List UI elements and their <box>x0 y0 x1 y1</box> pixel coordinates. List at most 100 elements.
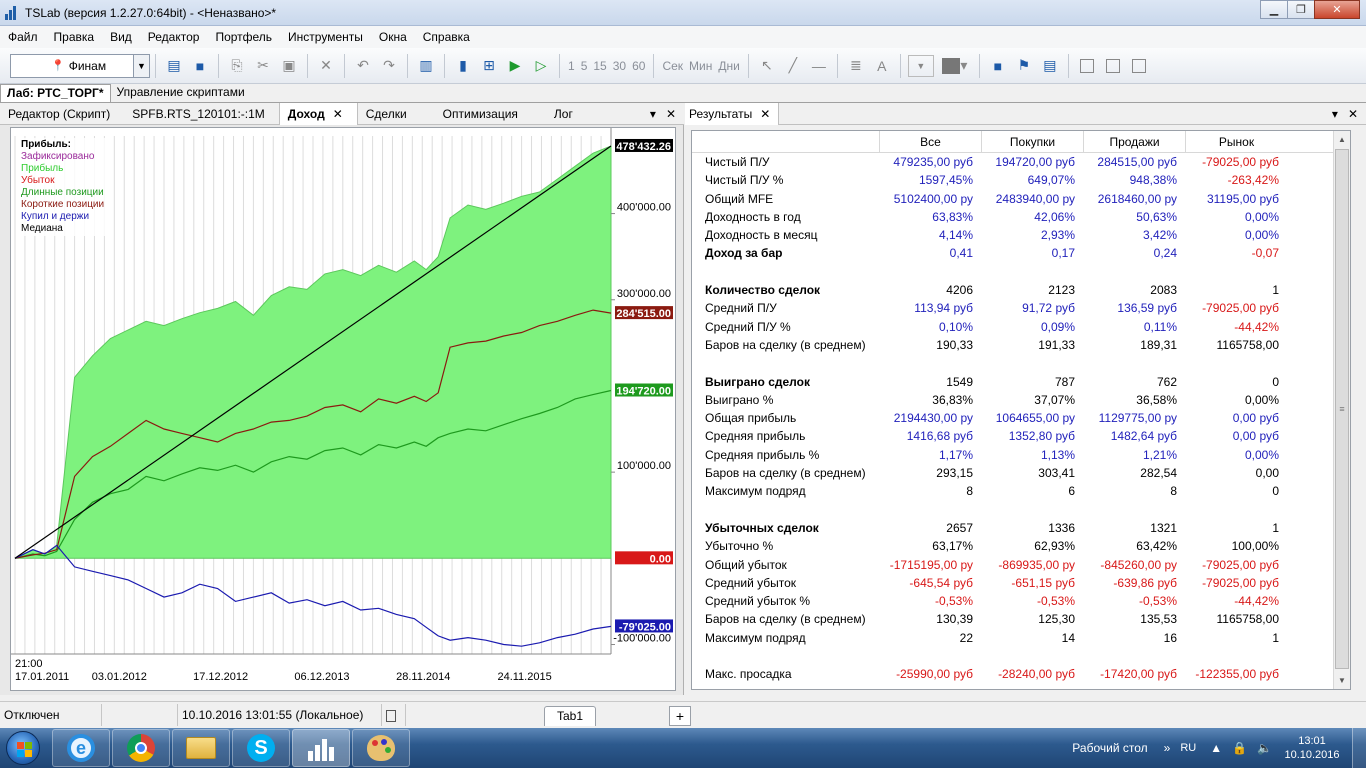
close-icon[interactable]: ✕ <box>1347 107 1358 121</box>
table-cell: -122355,00 руб <box>1195 667 1279 682</box>
tab-instrument[interactable]: SPFB.RTS_120101:-:1M <box>124 103 279 125</box>
legend-item[interactable]: Прибыль <box>21 163 64 174</box>
taskbar-explorer[interactable] <box>172 729 230 767</box>
menu-item-0[interactable]: Файл <box>8 30 38 44</box>
menu-item-5[interactable]: Инструменты <box>288 30 363 44</box>
tab-lab[interactable]: Лаб: РТС_ТОРГ* <box>0 84 111 102</box>
equity-chart[interactable]: -100'000.00 100'000.00 300'000.00 400'000.0… <box>10 127 676 691</box>
cursor-icon[interactable]: ↖ <box>760 57 773 73</box>
scroll-thumb[interactable]: ≡ <box>1335 149 1349 669</box>
close-window-button[interactable]: ✕ <box>1314 0 1360 19</box>
style-dropdown[interactable]: ▼ <box>907 54 934 77</box>
legend-item[interactable]: Убыток <box>21 175 55 186</box>
taskbar-tslab[interactable] <box>292 729 350 767</box>
tab-tab1[interactable]: Tab1 <box>544 706 596 726</box>
menu-item-6[interactable]: Окна <box>378 30 407 44</box>
taskbar-ie[interactable]: e <box>52 729 110 767</box>
speaker-icon[interactable]: 🔈 <box>1257 741 1272 755</box>
delete-icon[interactable]: ✕ <box>320 57 332 73</box>
fibonacci-icon[interactable]: ≣ <box>849 57 862 73</box>
legend-item[interactable]: Медиана <box>21 223 63 234</box>
step-run-icon[interactable]: ▷ <box>535 57 547 73</box>
provider-dropdown[interactable]: 📍 Финам ▼ <box>10 53 150 78</box>
tab-income[interactable]: Доход ✕ <box>278 102 358 125</box>
tab-script-management[interactable]: Управление скриптами <box>116 85 245 99</box>
taskbar-skype[interactable]: S <box>232 729 290 767</box>
copy-icon[interactable]: ⎘ <box>231 57 243 73</box>
lock-icon[interactable]: 🔒 <box>1232 741 1248 755</box>
chart-icon[interactable]: ▮ <box>459 57 467 73</box>
column-header[interactable]: Продажи <box>1083 131 1185 152</box>
language-indicator[interactable]: RU <box>1180 742 1197 754</box>
legend-item[interactable]: Длинные позиции <box>21 187 104 198</box>
menu-item-2[interactable]: Вид <box>110 30 132 44</box>
clock[interactable]: 13:01 10.10.2016 <box>1282 734 1342 762</box>
layout-reset-icon[interactable] <box>1128 55 1150 77</box>
trend-line-icon[interactable]: ╱ <box>788 57 798 73</box>
tab-log[interactable]: Лог <box>546 103 587 125</box>
table-cell: -263,42% <box>1227 173 1279 188</box>
taskbar-paint[interactable] <box>352 729 410 767</box>
menu-item-7[interactable]: Справка <box>422 30 470 44</box>
flag-icon[interactable]: ⚑ <box>1017 57 1031 73</box>
run-icon[interactable]: ▶ <box>509 57 521 73</box>
paste-icon[interactable]: ▣ <box>282 57 296 73</box>
desktop-label[interactable]: Рабочий стол <box>1072 741 1148 755</box>
close-icon[interactable]: ✕ <box>665 107 676 121</box>
tab-trades[interactable]: Сделки <box>358 103 435 125</box>
undo-icon[interactable]: ↶ <box>357 57 369 73</box>
panel-menu-icon[interactable]: ▾ <box>649 107 656 121</box>
column-header[interactable]: Все <box>879 131 981 152</box>
menu-item-1[interactable]: Правка <box>53 30 95 44</box>
close-icon[interactable]: ✕ <box>760 106 771 121</box>
results-scrollbar[interactable]: ▲ ≡ ▼ <box>1333 131 1350 689</box>
redo-icon[interactable]: ↷ <box>383 57 395 73</box>
properties-icon[interactable]: ▥ <box>419 57 433 73</box>
tab-results[interactable]: Результаты ✕ <box>685 102 780 125</box>
add-tab-button[interactable]: + <box>669 706 691 726</box>
toolbar-chevron-icon[interactable]: » <box>1163 741 1171 755</box>
chevron-down-icon[interactable]: ▼ <box>133 54 149 77</box>
unit-button-1[interactable]: Мин <box>689 58 713 73</box>
color-picker[interactable]: ▾ <box>938 55 972 77</box>
legend-item[interactable]: Короткие позиции <box>21 199 105 210</box>
column-header[interactable]: Рынок <box>1185 131 1287 152</box>
legend-item[interactable]: Купил и держи <box>21 211 90 222</box>
layout-icon[interactable] <box>1076 55 1098 77</box>
maximize-button[interactable]: ❐ <box>1287 0 1315 19</box>
text-tool-icon[interactable]: A <box>877 57 887 74</box>
interval-button-1[interactable]: 1 <box>568 58 575 73</box>
save-icon[interactable]: ■ <box>195 57 205 74</box>
table-cell: 4206 <box>946 283 973 298</box>
minimize-button[interactable]: ▁ <box>1260 0 1288 19</box>
unit-button-2[interactable]: Дни <box>718 58 740 73</box>
scroll-down-icon[interactable]: ▼ <box>1338 676 1346 685</box>
close-icon[interactable]: ✕ <box>332 106 343 121</box>
taskbar-chrome[interactable] <box>112 729 170 767</box>
show-desktop-button[interactable] <box>1352 728 1366 768</box>
load-layout-icon[interactable]: ▤ <box>1043 57 1057 73</box>
legend-item[interactable]: Зафиксировано <box>21 151 95 162</box>
layout-split-icon[interactable] <box>1102 55 1124 77</box>
interval-button-60[interactable]: 60 <box>632 58 646 73</box>
column-header[interactable]: Покупки <box>981 131 1083 152</box>
start-button[interactable] <box>0 728 46 768</box>
unit-button-0[interactable]: Сек <box>662 58 684 73</box>
interval-button-30[interactable]: 30 <box>612 58 627 73</box>
interval-button-15[interactable]: 15 <box>593 58 607 73</box>
panel-menu-icon[interactable]: ▾ <box>1331 107 1338 121</box>
save-layout-icon[interactable]: ■ <box>993 57 1003 74</box>
tab-script-editor[interactable]: Редактор (Скрипт) <box>0 103 124 125</box>
cut-icon[interactable]: ✂ <box>257 57 269 73</box>
menu-item-3[interactable]: Редактор <box>147 30 200 44</box>
tab-optimization[interactable]: Оптимизация <box>435 103 546 125</box>
document-icon[interactable] <box>382 704 406 726</box>
scroll-up-icon[interactable]: ▲ <box>1338 135 1346 144</box>
horizontal-line-icon[interactable]: — <box>811 57 826 74</box>
scheme-icon[interactable]: ⊞ <box>483 57 495 73</box>
tray-expand-icon[interactable]: ▲ <box>1210 741 1223 755</box>
open-folder-icon[interactable]: ▤ <box>167 57 181 73</box>
menu-item-4[interactable]: Портфель <box>215 30 273 44</box>
interval-button-5[interactable]: 5 <box>580 58 588 73</box>
table-cell: 42,06% <box>1034 209 1075 224</box>
